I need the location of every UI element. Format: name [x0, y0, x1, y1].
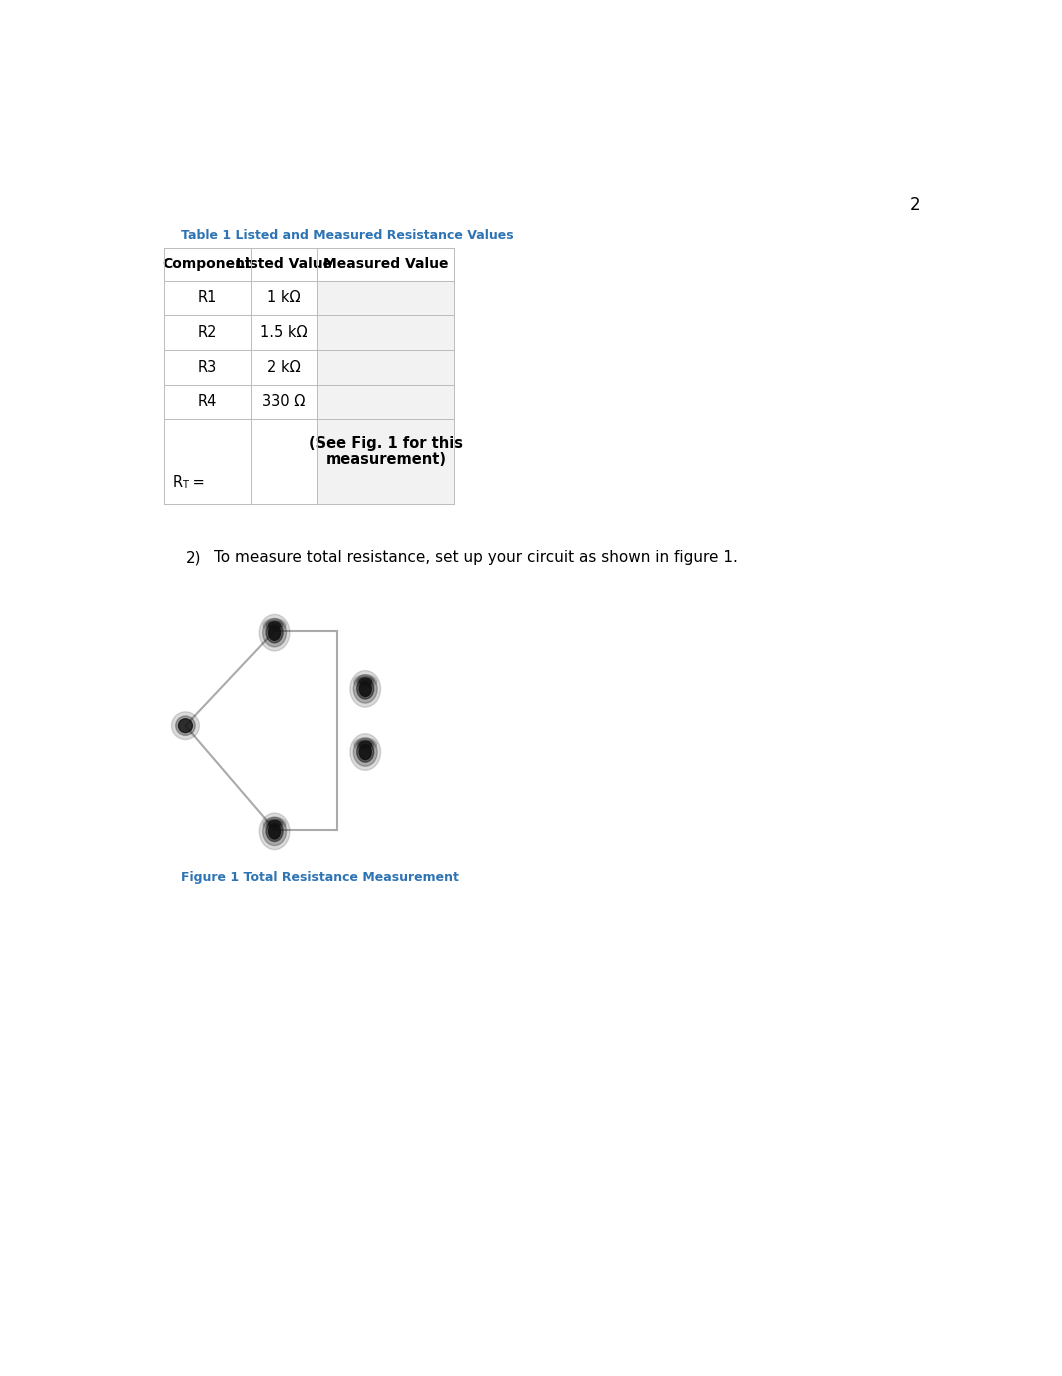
Ellipse shape: [354, 674, 377, 688]
Ellipse shape: [269, 625, 280, 640]
Ellipse shape: [267, 621, 282, 630]
Ellipse shape: [349, 733, 380, 771]
Text: =: =: [188, 475, 205, 490]
Bar: [164, 281, 251, 315]
Text: 1.5 kΩ: 1.5 kΩ: [260, 325, 308, 340]
Ellipse shape: [349, 670, 380, 707]
Ellipse shape: [357, 740, 374, 749]
Ellipse shape: [269, 824, 280, 839]
Ellipse shape: [259, 614, 290, 651]
Text: (See Fig. 1 for this: (See Fig. 1 for this: [309, 436, 463, 451]
Text: Measured Value: Measured Value: [323, 257, 448, 271]
Ellipse shape: [262, 618, 287, 647]
Ellipse shape: [269, 622, 280, 629]
Ellipse shape: [263, 817, 286, 830]
Circle shape: [175, 716, 195, 735]
Ellipse shape: [357, 742, 374, 762]
Bar: [164, 248, 455, 504]
Text: R4: R4: [198, 395, 217, 410]
Text: To measure total resistance, set up your circuit as shown in figure 1.: To measure total resistance, set up your…: [215, 550, 738, 566]
Ellipse shape: [267, 622, 284, 643]
Text: R: R: [173, 475, 183, 490]
Text: R3: R3: [198, 359, 217, 374]
Bar: [164, 315, 251, 350]
Bar: [251, 384, 318, 420]
Text: 2: 2: [910, 197, 921, 215]
Ellipse shape: [359, 681, 372, 696]
Text: measurement): measurement): [325, 451, 446, 466]
Text: Component: Component: [162, 257, 252, 271]
Ellipse shape: [357, 677, 374, 685]
Ellipse shape: [262, 817, 287, 846]
Bar: [251, 420, 318, 504]
Ellipse shape: [269, 820, 280, 827]
Ellipse shape: [354, 738, 377, 751]
Text: T: T: [182, 480, 188, 490]
Ellipse shape: [359, 742, 372, 747]
Text: R1: R1: [198, 290, 217, 305]
Bar: [164, 384, 251, 420]
Ellipse shape: [263, 619, 286, 632]
Ellipse shape: [354, 738, 377, 766]
Bar: [251, 350, 318, 384]
Bar: [251, 281, 318, 315]
Bar: [251, 315, 318, 350]
Text: R2: R2: [198, 325, 217, 340]
Circle shape: [178, 718, 192, 732]
Ellipse shape: [359, 678, 372, 685]
Circle shape: [171, 711, 200, 739]
Ellipse shape: [359, 744, 372, 760]
Ellipse shape: [267, 819, 282, 828]
Bar: [164, 350, 251, 384]
Ellipse shape: [267, 821, 284, 842]
Ellipse shape: [354, 674, 377, 703]
Text: Listed Value: Listed Value: [236, 257, 332, 271]
Text: Table 1 Listed and Measured Resistance Values: Table 1 Listed and Measured Resistance V…: [181, 230, 513, 242]
Text: 330 Ω: 330 Ω: [262, 395, 306, 410]
Bar: [164, 420, 251, 504]
Text: 1 kΩ: 1 kΩ: [268, 290, 301, 305]
Text: 2): 2): [186, 550, 201, 566]
Ellipse shape: [357, 678, 374, 699]
Ellipse shape: [259, 813, 290, 849]
Text: 2 kΩ: 2 kΩ: [267, 359, 301, 374]
Bar: [164, 248, 455, 281]
Text: Figure 1 Total Resistance Measurement: Figure 1 Total Resistance Measurement: [181, 871, 459, 883]
